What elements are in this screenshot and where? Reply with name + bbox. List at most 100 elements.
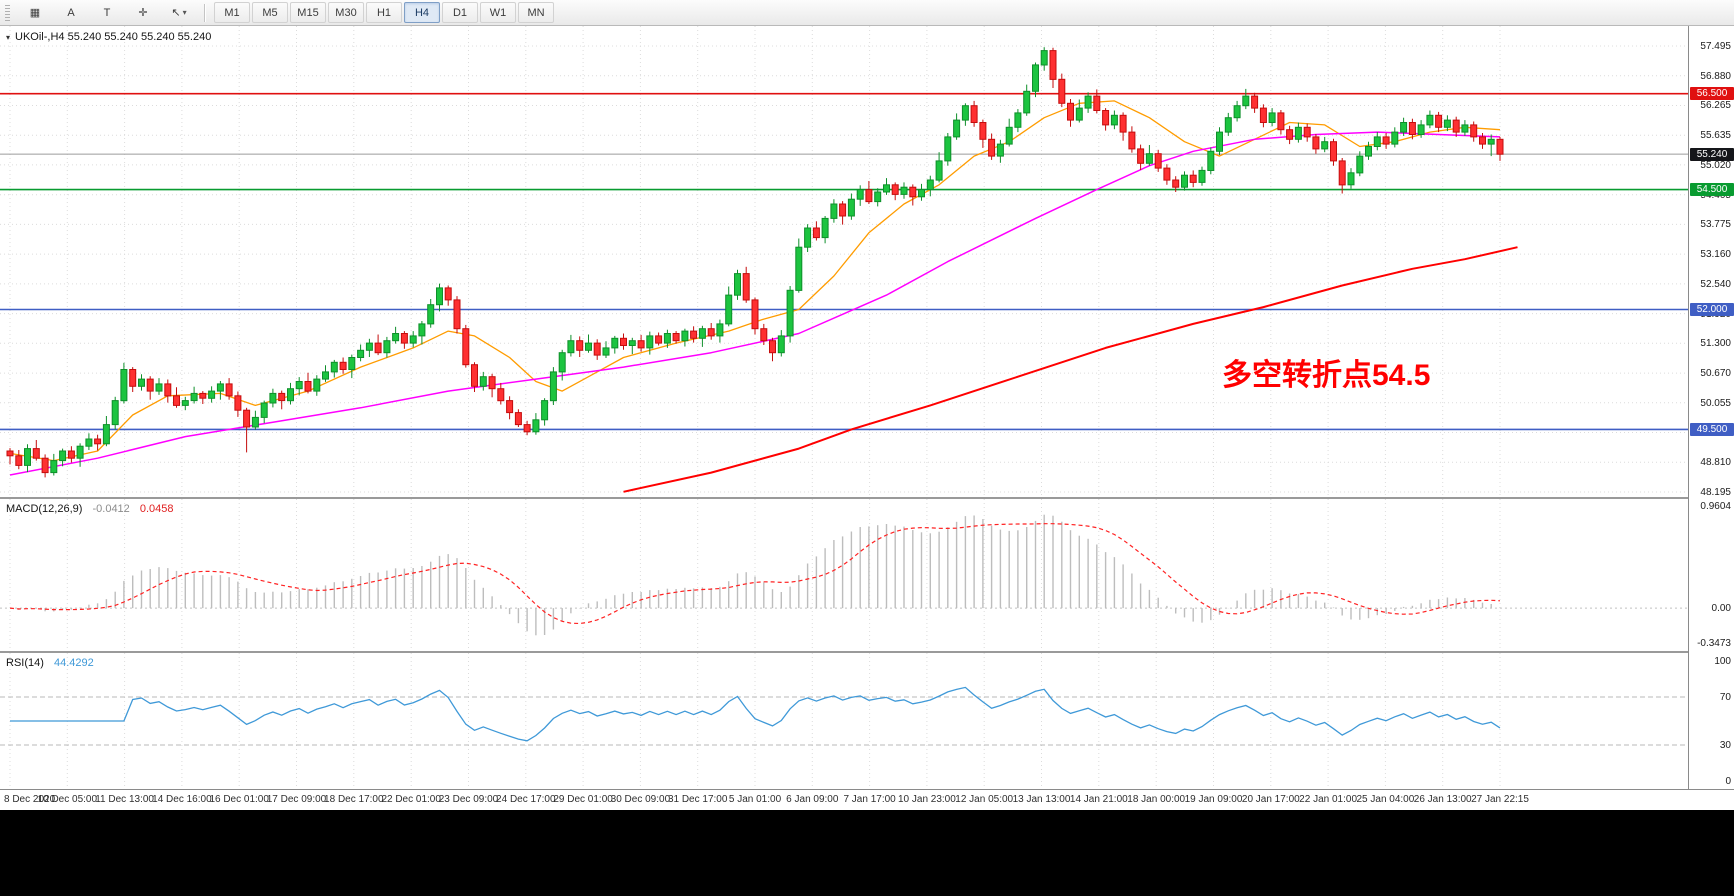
macd-label: MACD(12,26,9) -0.0412 0.0458 (6, 503, 174, 515)
price-tick: 55.020 (1700, 159, 1731, 171)
price-tick: 50.670 (1700, 368, 1731, 380)
time-tick: 6 Jan 09:00 (786, 794, 839, 805)
macd-canvas[interactable] (0, 499, 1688, 651)
time-tick: 7 Jan 17:00 (843, 794, 896, 805)
time-tick: 18 Dec 17:00 (324, 794, 384, 805)
rsi-value: 44.4292 (53, 657, 94, 669)
macd-scale-zero: 0.00 (1711, 603, 1731, 615)
rsi-pane[interactable]: RSI(14) 44.4292 (0, 653, 1688, 789)
rsi-scale-30: 30 (1719, 740, 1731, 751)
macd-name: MACD(12,26,9) (6, 503, 83, 515)
charts-grid-button[interactable]: ▦ (18, 2, 52, 24)
toolbar-separator (204, 3, 206, 22)
caret-down-icon: ▾ (182, 8, 187, 17)
crosshair-icon: ✛ (138, 7, 148, 19)
time-tick: 10 Dec 05:00 (37, 794, 98, 805)
pane-separator[interactable] (0, 651, 1734, 653)
chart-title: ▾ UKOil-,H4 55.240 55.240 55.240 55.240 (6, 31, 211, 43)
bottom-filler (0, 810, 1734, 896)
current-price-badge: 55.240 (1690, 147, 1734, 161)
chart-title-text: UKOil-,H4 55.240 55.240 55.240 55.240 (15, 31, 212, 43)
time-tick: 12 Jan 05:00 (955, 794, 1014, 805)
time-tick: 8 Dec 2020 (4, 794, 56, 805)
charts-grid-icon: ▦ (29, 7, 41, 19)
timeframe-M30[interactable]: M30 (328, 2, 364, 23)
timeframe-M5[interactable]: M5 (252, 2, 288, 23)
rsi-scale-70: 70 (1719, 692, 1731, 703)
time-tick: 22 Jan 01:00 (1299, 794, 1358, 805)
time-tick: 17 Dec 09:00 (266, 794, 327, 805)
timeframe-H4[interactable]: H4 (404, 2, 440, 23)
letter-t-icon: T (103, 6, 111, 19)
price-tick: 53.775 (1700, 219, 1731, 231)
time-tick: 16 Dec 01:00 (209, 794, 269, 805)
time-tick: 10 Jan 23:00 (897, 794, 956, 805)
time-tick: 30 Dec 09:00 (610, 794, 671, 805)
price-tick: 48.195 (1700, 487, 1731, 498)
time-tick: 18 Jan 00:00 (1127, 794, 1186, 805)
timeframe-H1[interactable]: H1 (366, 2, 402, 23)
timeframe-W1[interactable]: W1 (480, 2, 516, 23)
text-tool-button[interactable]: T (90, 2, 124, 24)
time-tick: 11 Dec 13:00 (95, 794, 154, 805)
price-scale[interactable]: 57.49556.88056.26555.63555.02054.40553.7… (1688, 26, 1734, 789)
cursor-tool-dropdown[interactable]: ↖ ▾ (162, 2, 196, 24)
pane-separator[interactable] (0, 497, 1734, 499)
time-tick: 22 Dec 01:00 (381, 794, 441, 805)
chart-annotation: 多空转折点54.5 (1222, 359, 1431, 392)
crosshair-button[interactable]: ✛ (126, 2, 160, 24)
rsi-scale-100: 100 (1714, 656, 1731, 667)
level-badge-54.500: 54.500 (1690, 183, 1734, 197)
time-tick: 26 Jan 13:00 (1413, 794, 1472, 805)
time-tick: 23 Dec 09:00 (438, 794, 499, 805)
letter-a-tool-button[interactable]: A (54, 2, 88, 24)
time-tick: 25 Jan 04:00 (1356, 794, 1415, 805)
time-tick: 13 Jan 13:00 (1012, 794, 1071, 805)
price-tick: 53.160 (1700, 249, 1731, 261)
macd-scale-top: 0.9604 (1700, 501, 1731, 512)
macd-scale-bottom: -0.3473 (1697, 638, 1731, 649)
macd-main-value: -0.0412 (92, 503, 130, 515)
time-tick: 29 Dec 01:00 (553, 794, 613, 805)
price-pane[interactable]: ▾ UKOil-,H4 55.240 55.240 55.240 55.240 … (0, 26, 1688, 497)
price-chart-canvas[interactable] (0, 26, 1688, 497)
rsi-scale-0: 0 (1725, 776, 1731, 787)
price-tick: 51.300 (1700, 338, 1731, 350)
time-tick: 5 Jan 01:00 (728, 794, 782, 805)
chart-area: ▾ UKOil-,H4 55.240 55.240 55.240 55.240 … (0, 26, 1734, 810)
timeframe-MN[interactable]: MN (518, 2, 554, 23)
time-axis[interactable]: 8 Dec 2020 10 Dec 05:00 11 Dec 13:00 14 Dec… (0, 789, 1734, 810)
price-tick: 56.265 (1700, 100, 1731, 112)
price-tick: 50.055 (1700, 397, 1731, 409)
time-tick: 19 Jan 09:00 (1184, 794, 1243, 805)
timeframe-M1[interactable]: M1 (214, 2, 250, 23)
cursor-icon: ↖ (171, 7, 181, 19)
price-tick: 52.540 (1700, 278, 1731, 290)
chart-expand-icon[interactable]: ▾ (6, 32, 11, 42)
rsi-canvas[interactable] (0, 653, 1688, 789)
timeframe-D1[interactable]: D1 (442, 2, 478, 23)
price-tick: 55.635 (1700, 130, 1731, 142)
level-badge-49.500: 49.500 (1690, 422, 1734, 436)
top-toolbar: ▦ A T ✛ ↖ ▾ M1 M5 M15 M30 H1 H4 D1 W1 MN (0, 0, 1734, 26)
time-tick: 24 Dec 17:00 (496, 794, 556, 805)
toolbar-grip[interactable] (5, 4, 10, 21)
time-tick: 14 Jan 21:00 (1069, 794, 1128, 805)
rsi-label: RSI(14) 44.4292 (6, 657, 94, 669)
timeframe-buttons: M1 M5 M15 M30 H1 H4 D1 W1 MN (214, 2, 554, 23)
time-tick: 27 Jan 22:15 (1471, 794, 1529, 805)
time-tick: 31 Dec 17:00 (667, 794, 728, 805)
timeframe-M15[interactable]: M15 (290, 2, 326, 23)
price-tick: 56.880 (1700, 70, 1731, 82)
price-tick: 48.810 (1700, 457, 1731, 469)
letter-a-icon: A (67, 6, 75, 19)
macd-signal-value: 0.0458 (139, 503, 174, 515)
rsi-name: RSI(14) (6, 657, 44, 669)
level-badge-56.500: 56.500 (1690, 87, 1734, 101)
time-tick: 14 Dec 16:00 (152, 794, 212, 805)
time-tick: 20 Jan 17:00 (1241, 794, 1300, 805)
macd-pane[interactable]: MACD(12,26,9) -0.0412 0.0458 (0, 499, 1688, 651)
price-tick: 57.495 (1700, 41, 1731, 52)
level-badge-52.000: 52.000 (1690, 303, 1734, 316)
